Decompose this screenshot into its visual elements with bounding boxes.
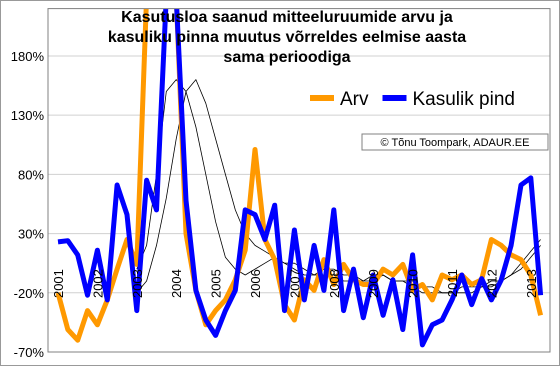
y-tick-label: -20% [14,286,45,301]
x-tick-label: 2007 [287,269,302,298]
x-tick-label: 2005 [209,269,224,298]
title-line: Kasutusloa saanud mitteeluruumide arvu j… [121,9,453,26]
x-tick-label: 2003 [130,269,145,298]
x-tick-label: 2004 [169,269,184,298]
y-tick-label: 80% [18,167,44,182]
chart-title: Kasutusloa saanud mitteeluruumide arvu j… [108,9,466,66]
plot-border [47,8,551,353]
x-tick-label: 2006 [248,269,263,298]
annotation-frame [361,133,549,151]
y-tick-label: 180% [11,49,45,64]
series-line [57,8,544,348]
lines [55,8,544,348]
y-tick-label: 30% [18,227,44,242]
y-tick-label: -70% [14,345,45,360]
x-tick-label: 2009 [366,269,381,298]
title-line: sama perioodiga [223,49,350,66]
x-tick-label: 2012 [484,269,499,298]
annotation: © Tõnu Toompark, ADAUR.EE [381,137,530,149]
x-tick-label: 2010 [406,269,421,298]
x-tick-label: 2002 [90,269,105,298]
y-tick-label: 130% [11,108,45,123]
x-tick-label: 2011 [445,269,460,297]
annotation-box: © Tõnu Toompark, ADAUR.EE [361,133,549,151]
x-tick-label: 2013 [524,269,539,298]
legend-label: Arv [340,89,369,110]
title-line: kasuliku pinna muutus võrreldes eelmise … [108,29,466,46]
legend-label: Kasulik pind [413,89,515,110]
x-tick-label: 2008 [327,269,342,298]
x-tick-label: 2001 [51,269,66,298]
legend: Arv Kasulik pind [310,89,515,110]
